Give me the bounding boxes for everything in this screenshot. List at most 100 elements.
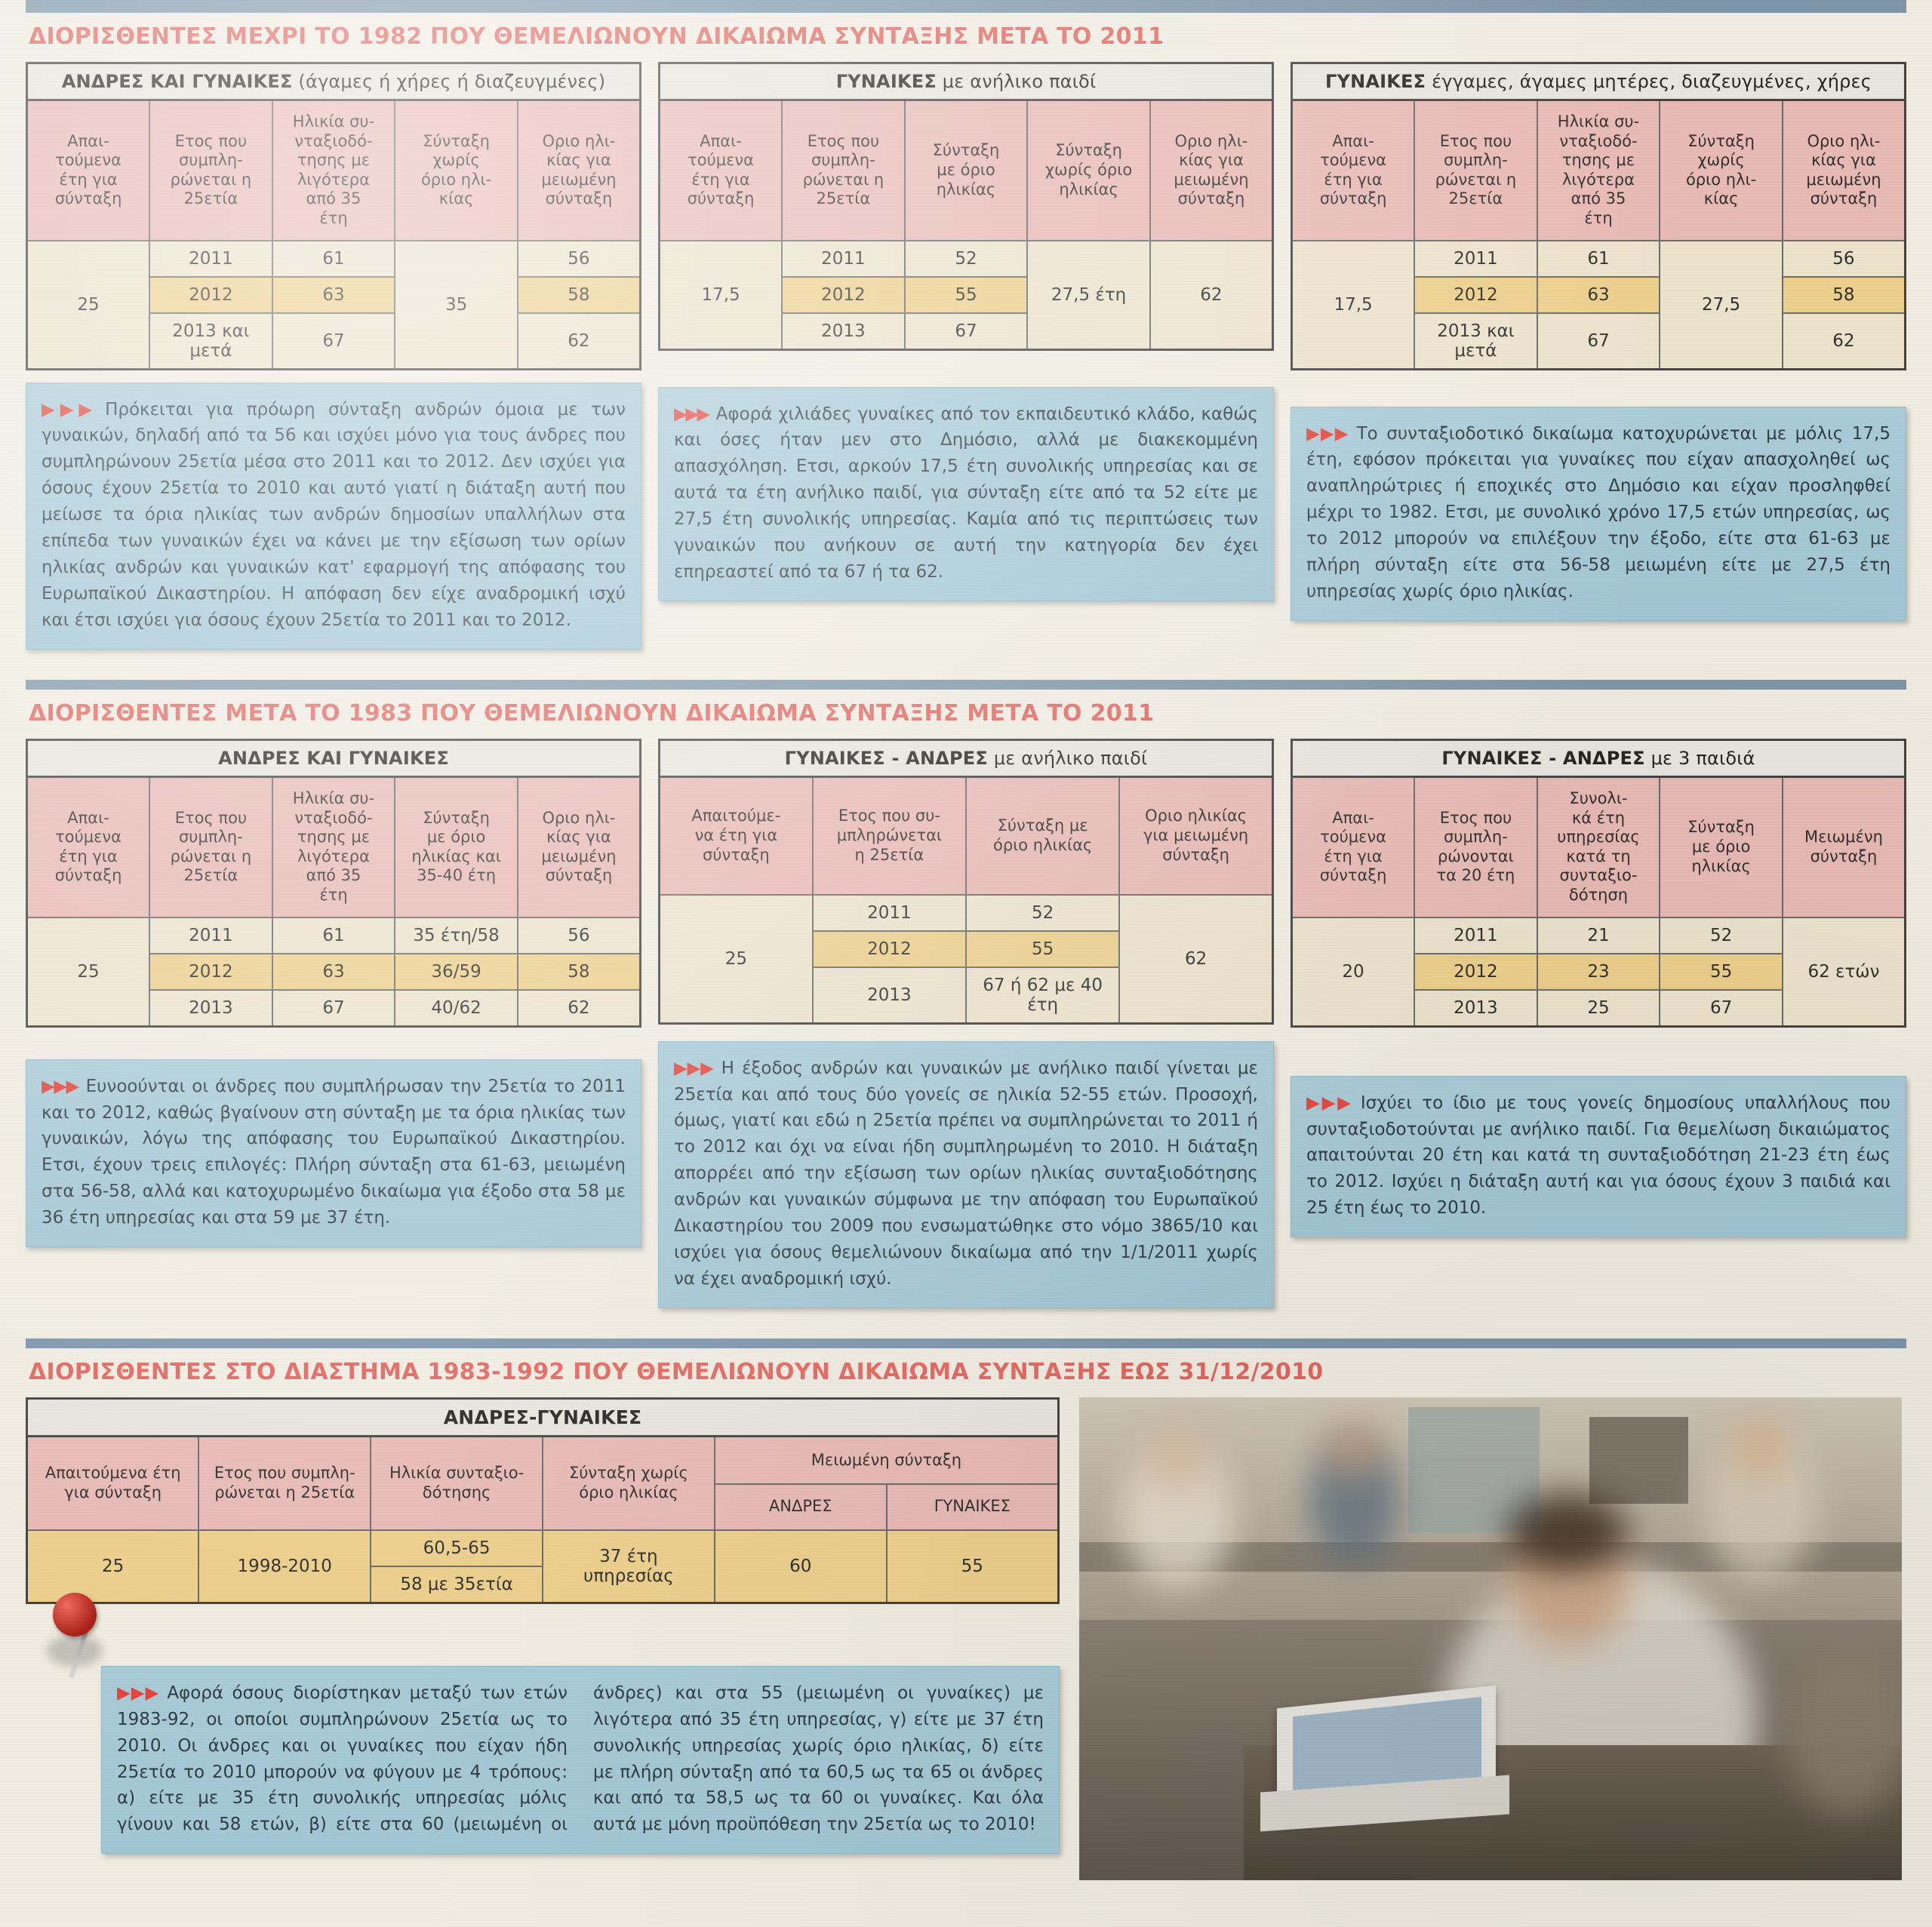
col-header-year-25: Ετος που συμπλη- ρώνεται η 25ετία <box>149 99 273 241</box>
cell-reduced-men: 60 <box>713 1529 888 1604</box>
cell-year: 2012 <box>149 952 273 991</box>
col-header-no-age-limit: Σύνταξη χωρίς όριο ηλικίας <box>541 1435 715 1531</box>
col-header-required-years: Απαι- τούμενα έτη για σύνταξη <box>1291 776 1416 918</box>
table-caption: ΓΥΝΑΙΚΕΣ - ΑΝΔΡΕΣ με ανήλικο παιδί <box>658 739 1274 776</box>
cell-reduced: 56 <box>516 239 641 278</box>
cell-reduced: 62 <box>516 988 641 1028</box>
cell-reduced: 56 <box>516 916 641 954</box>
table-row-highlight: 2012 23 55 <box>1292 952 1906 991</box>
arrows-icon: ▶▶▶ <box>674 1058 716 1078</box>
cell-age: 61 <box>271 916 396 954</box>
caption-light: με 3 παιδιά <box>1644 748 1755 770</box>
caption-light: με ανήλικο παιδί <box>988 748 1148 770</box>
col-header-required-years: Απαι- τούμενα έτη για σύνταξη <box>26 776 151 918</box>
table-header-row: Απαιτούμε- να έτη για σύνταξη Ετος που σ… <box>658 776 1274 896</box>
col-header-required-years: Απαιτούμε- να έτη για σύνταξη <box>658 776 814 896</box>
note-paragraph-left: ▶▶▶ Αφορά όσους διορίστηκαν μεταξύ των ετ… <box>117 1680 1044 1839</box>
section-3-left: ΑΝΔΡΕΣ-ΓΥΝΑΙΚΕΣ Απαιτούμενα έτη για σύντ… <box>26 1397 1060 1855</box>
cell-reduced: 62 <box>1781 312 1906 370</box>
col-header-retirement-age: Ηλικία συ- νταξιοδό- τησης με λιγότερα α… <box>1536 99 1661 241</box>
divider-rule-section-2 <box>26 680 1906 690</box>
col-header-total-service-years: Συνολι- κά έτη υπηρεσίας κατά τη συνταξι… <box>1536 776 1661 918</box>
note-paragraph: ▶▶▶ Αφορά χιλιάδες γυναίκες από τον εκπαι… <box>674 401 1258 586</box>
col-header-pension-with-age: Σύνταξη με όριο ηλικίας <box>903 99 1029 241</box>
cell-year: 2013 <box>811 966 968 1025</box>
section-2-title: ΔΙΟΡΙΣΘΕΝΤΕΣ ΜΕΤΑ ΤΟ 1983 ΠΟΥ ΘΕΜΕΛΙΩΝΟΥ… <box>29 700 1155 727</box>
arrows-icon: ▶▶▶ <box>1306 1093 1355 1113</box>
cell-required-years: 20 <box>1291 916 1416 1028</box>
cell-age: 61 <box>1536 239 1661 278</box>
table-caption: ΓΥΝΑΙΚΕΣ με ανήλικο παιδί <box>658 62 1274 99</box>
cell-reduced: 62 ετών <box>1781 916 1906 1028</box>
pushpin-icon <box>45 1588 136 1694</box>
col-header-reduced-age: Οριο ηλι- κίας για μειωμένη σύνταξη <box>1149 99 1274 241</box>
cell-age: 67 <box>271 988 396 1028</box>
table-caption: ΑΝΔΡΕΣ ΚΑΙ ΓΥΝΑΙΚΕΣ <box>26 739 641 776</box>
table-header-row: Απαι- τούμενα έτη για σύνταξη Ετος που σ… <box>658 99 1274 241</box>
note-box: ▶▶▶ Το συνταξιοδοτικό δικαίωμα κατοχυρώνε… <box>1291 406 1906 622</box>
col-subheader-women: ΓΥΝΑΙΚΕΣ <box>885 1483 1060 1531</box>
col-header-retirement-age: Ηλικία συ- νταξιοδό- τησης με λιγότερα α… <box>271 99 396 241</box>
cell-year: 2012 <box>1414 275 1538 314</box>
cell-age: 52 <box>903 239 1029 278</box>
table-women-married-1982: Απαι- τούμενα έτη για σύνταξη Ετος που σ… <box>1291 99 1906 370</box>
cell-year: 2012 <box>781 275 906 314</box>
note-box: ▶▶▶ Πρόκειται για πρόωρη σύνταξη ανδρών ό… <box>26 382 641 650</box>
table-row: 25 2011 61 35 56 <box>26 239 641 370</box>
col-header-retirement-age: Ηλικία συνταξιο- δότησης <box>370 1435 543 1531</box>
arrows-icon: ▶▶▶ <box>42 399 100 420</box>
note-text-left: Αφορά όσους διορίστηκαν μεταξύ των ετών … <box>117 1683 663 1835</box>
section-1-col-3: ΓΥΝΑΙΚΕΣ έγγαμες, άγαμες μητέρες, διαζευ… <box>1291 62 1906 622</box>
table-header-row: Απαι- τούμενα έτη για σύνταξη Ετος που σ… <box>1291 776 1906 918</box>
table-row-highlight: 2012 63 36/59 58 <box>27 952 641 991</box>
cell-with-limit: 36/59 <box>394 952 518 991</box>
caption-bold: ΑΝΔΡΕΣ ΚΑΙ ΓΥΝΑΙΚΕΣ <box>61 71 293 92</box>
cell-age: 63 <box>1536 275 1661 314</box>
section-1-columns: ΑΝΔΡΕΣ ΚΑΙ ΓΥΝΑΙΚΕΣ (άγαμες ή χήρες ή δι… <box>26 62 1906 650</box>
cell-age: 63 <box>271 952 396 991</box>
note-text: Ευνοούνται οι άνδρες που συμπλήρωσαν την… <box>42 1076 626 1228</box>
col-header-required-years: Απαι- τούμενα έτη για σύνταξη <box>26 99 151 241</box>
table-row: 25 2011 52 62 <box>658 893 1274 1025</box>
col-header-reduced-pension: Μειωμένη σύνταξη <box>1781 776 1906 918</box>
table-parents-three-children-1983: Απαι- τούμενα έτη για σύνταξη Ετος που σ… <box>1291 776 1906 1028</box>
table-row: 25 2011 61 35 έτη/58 56 <box>26 916 641 1028</box>
col-header-year-25: Ετος που συ- μπληρώνεται η 25ετία <box>811 776 968 896</box>
arrows-icon: ▶▶▶ <box>1306 423 1352 444</box>
cell-year: 2011 <box>1414 916 1538 954</box>
col-header-pension-with-age: Σύνταξη με όριο ηλικίας και 35-40 έτη <box>394 776 518 918</box>
table-parents-minor-child-1983: Απαιτούμε- να έτη για σύνταξη Ετος που σ… <box>658 776 1274 1025</box>
caption-bold: ΑΝΔΡΕΣ ΚΑΙ ΓΥΝΑΙΚΕΣ <box>218 748 449 770</box>
cell-retirement-age-b: 58 με 35ετία <box>370 1565 543 1604</box>
caption-bold: ΑΝΔΡΕΣ-ΓΥΝΑΙΚΕΣ <box>443 1406 642 1429</box>
arrows-icon: ▶▶▶ <box>42 1076 81 1096</box>
cell-year: 2013 <box>781 312 906 350</box>
note-text: Το συνταξιοδοτικό δικαίωμα κατοχυρώνεται… <box>1306 423 1890 602</box>
cell-total-years: 21 <box>1536 916 1661 954</box>
table-row: 20 2011 21 52 62 ετών <box>1291 916 1906 1028</box>
col-header-reduced-age: Οριο ηλι- κίας για μειωμένη σύνταξη <box>516 776 641 918</box>
table-row-highlight: 2012 55 <box>660 275 1273 314</box>
note-paragraph: ▶▶▶ Η έξοδος ανδρών και γυναικών με ανήλι… <box>674 1056 1258 1293</box>
col-header-year-20: Ετος που συμπλη- ρώνονται τα 20 έτη <box>1414 776 1538 918</box>
col-header-reduced-age: Οριο ηλι- κίας για μειωμένη σύνταξη <box>516 99 641 241</box>
table-row: 25 1998-2010 60,5-65 37 έτη υπηρεσίας 60… <box>26 1529 1060 1604</box>
caption-bold: ΓΥΝΑΙΚΕΣ - ΑΝΔΡΕΣ <box>1441 748 1645 770</box>
caption-bold: ΓΥΝΑΙΚΕΣ - ΑΝΔΡΕΣ <box>784 748 988 770</box>
cell-year: 2012 <box>811 930 968 968</box>
arrows-icon: ▶▶▶ <box>117 1683 162 1703</box>
cell-reduced: 56 <box>1781 239 1906 278</box>
cell-year: 2013 και μετά <box>1414 312 1538 370</box>
cell-age: 67 <box>271 312 396 370</box>
table-row: 17,5 2011 52 27,5 έτη 62 <box>658 239 1274 350</box>
note-paragraph: ▶▶▶ Ευνοούνται οι άνδρες που συμπλήρωσαν … <box>42 1074 626 1232</box>
table-subheader-row: ΑΝΔΡΕΣ ΓΥΝΑΙΚΕΣ <box>27 1483 1060 1531</box>
cell-required-years: 17,5 <box>658 239 783 350</box>
cell-total-years: 25 <box>1536 988 1661 1028</box>
note-box: ▶▶▶ Η έξοδος ανδρών και γυναικών με ανήλι… <box>658 1040 1274 1309</box>
note-paragraph: ▶▶▶ Το συνταξιοδοτικό δικαίωμα κατοχυρώνε… <box>1306 421 1890 606</box>
table-row: 2013 και μετά 67 62 <box>1292 312 1906 370</box>
col-header-reduced-pension: Μειωμένη σύνταξη <box>713 1435 1060 1485</box>
table-row: 17,5 2011 61 27,5 56 <box>1291 239 1906 370</box>
